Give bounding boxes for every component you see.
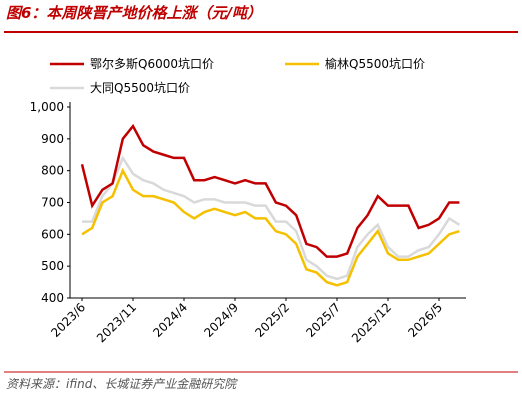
series-line [81,167,460,287]
x-tick-label: 2026/5 [405,300,445,340]
x-tick-label: 2025/7 [303,300,343,340]
source: 资料来源：ifind、长城证券产业金融研究院 [6,377,238,391]
x-tick-label: 2023/6 [48,300,88,340]
y-tick-label: 600 [41,227,64,241]
chart-title: 图6：本周陕晋产地价格上涨（元/吨） [6,4,262,22]
x-tick-label: 2024/9 [201,300,241,340]
y-tick-label: 500 [41,259,64,273]
y-tick-label: 1,000 [30,100,64,114]
series-line [82,155,461,281]
y-tick-label: 800 [41,164,64,178]
y-tick-label: 700 [41,196,64,210]
legend-label: 榆林Q5500坑口价 [325,56,425,71]
legend-label: 大同Q5500坑口价 [90,80,190,95]
x-tick-label: 2024/4 [150,300,190,340]
x-tick-label: 2023/11 [94,300,139,345]
y-tick-label: 400 [41,291,64,305]
x-tick-label: 2025/2 [252,300,292,340]
y-tick-label: 900 [41,132,64,146]
legend-label: 鄂尔多斯Q6000坑口价 [90,56,214,71]
x-tick-label: 2025/12 [349,300,394,345]
series-line [80,123,460,258]
